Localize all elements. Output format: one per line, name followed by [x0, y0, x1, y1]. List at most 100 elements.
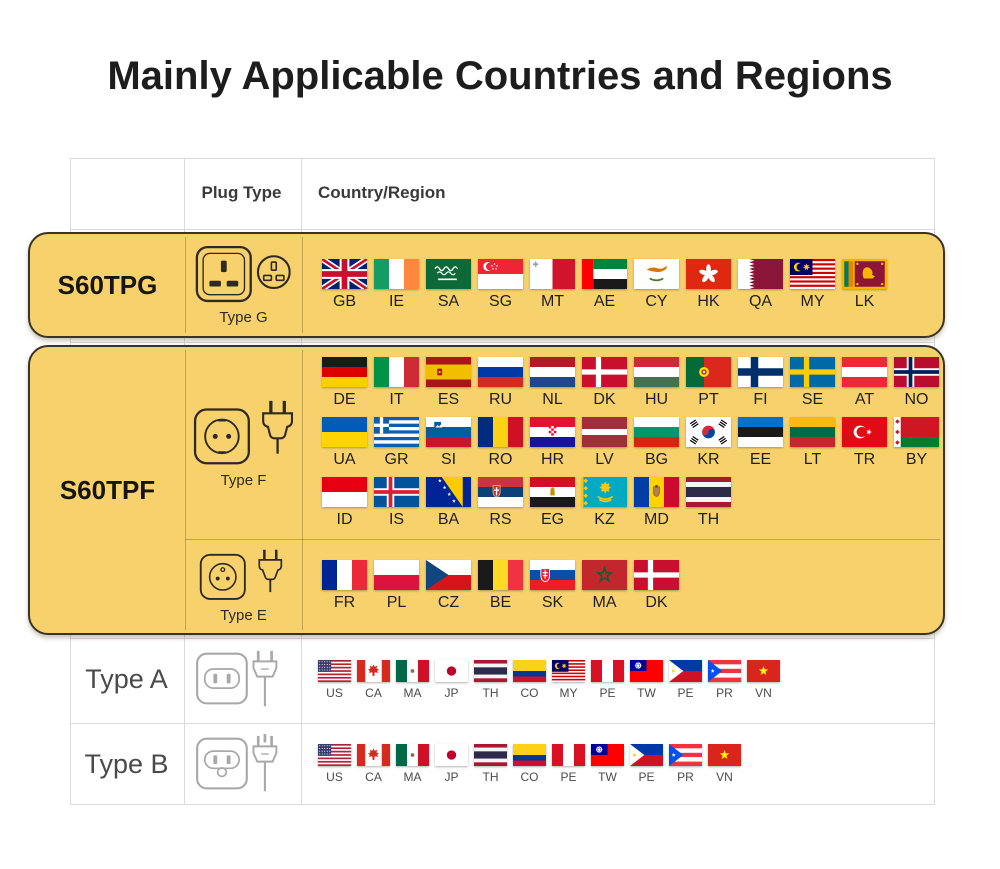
flag-cell-rs: RS — [478, 477, 523, 529]
flag-cell-co: CO — [513, 744, 546, 784]
flag-label: BE — [489, 594, 512, 611]
flag-cell-us: US — [318, 659, 351, 700]
flag-us-icon — [318, 659, 351, 682]
flag-label: QA — [748, 293, 773, 310]
flag-cell-us: US — [318, 744, 351, 784]
flag-cell-tw: TW — [630, 659, 663, 700]
flag-label: TH — [482, 770, 499, 784]
flag-cell-gr: GR — [374, 417, 419, 469]
flag-label: IE — [388, 293, 405, 310]
flag-th-icon — [474, 659, 507, 682]
flag-cell-hu: HU — [634, 357, 679, 409]
flag-sk-icon — [530, 560, 575, 590]
flag-se-icon — [790, 357, 835, 387]
flag-my-icon — [790, 259, 835, 289]
flag-mx-icon — [396, 659, 429, 682]
flag-it-icon — [374, 357, 419, 387]
flag-cell-ma: MA — [396, 744, 429, 784]
flag-label: RO — [488, 451, 513, 468]
grid-hline — [71, 229, 934, 230]
flag-label: KR — [697, 451, 720, 468]
flag-label: SA — [437, 293, 460, 310]
flag-label: SI — [440, 451, 457, 468]
flag-hk-icon — [686, 259, 731, 289]
flag-cell-hk: HK — [686, 259, 731, 311]
grid-hline — [71, 638, 934, 639]
flag-cell-pl: PL — [374, 560, 419, 612]
flag-line-type-b: US CA MA JP TH CO PE TW PE PR VN — [318, 722, 741, 806]
flag-label: PR — [677, 770, 694, 784]
flag-cell-lk: LK — [842, 259, 887, 311]
plug-type-e-label: Type E — [220, 607, 267, 624]
flag-label: NL — [542, 391, 563, 408]
flag-es-icon — [426, 357, 471, 387]
flag-cell-bg: BG — [634, 417, 679, 469]
flag-hu-icon — [634, 357, 679, 387]
flag-line-type-f-3: ID IS BA RS EG KZ MD TH — [322, 477, 939, 529]
row-divider — [302, 237, 303, 333]
flag-qa-icon — [738, 259, 783, 289]
flag-label: MT — [540, 293, 565, 310]
flag-cell-hr: HR — [530, 417, 575, 469]
flag-hr-icon — [530, 417, 575, 447]
flag-cell-pe: PE — [630, 744, 663, 784]
flag-cell-dk: DK — [582, 357, 627, 409]
flag-label: CY — [645, 293, 668, 310]
flag-label: LK — [854, 293, 875, 310]
column-header-plug-type: Plug Type — [201, 183, 282, 202]
flag-label: CO — [520, 685, 539, 700]
flag-cell-nl: NL — [530, 357, 575, 409]
flag-ua-icon — [322, 417, 367, 447]
plug-type-e-cell: Type E — [185, 539, 302, 633]
flag-by-icon — [894, 417, 939, 447]
flag-label: DE — [333, 391, 356, 408]
flag-sa-icon — [426, 259, 471, 289]
flag-label: MA — [592, 594, 617, 611]
flag-ca-icon — [357, 659, 390, 682]
flag-label: SK — [541, 594, 564, 611]
flag-md-icon — [634, 477, 679, 507]
flag-label: FI — [753, 391, 768, 408]
flag-label: GB — [332, 293, 357, 310]
flag-label: MA — [403, 770, 422, 784]
flag-label: CO — [520, 770, 539, 784]
flag-vn-icon — [747, 659, 780, 682]
flag-label: IS — [388, 511, 405, 528]
flag-cell-sg: SG — [478, 259, 523, 311]
flag-label: HR — [540, 451, 565, 468]
type-f-plug-icon — [193, 400, 293, 464]
flag-cell-md: MD — [634, 477, 679, 529]
plug-type-b-cell — [183, 722, 300, 806]
flag-label: DK — [593, 391, 616, 408]
flag-label: JP — [444, 770, 459, 784]
plug-type-g-cell: Type G — [185, 234, 302, 336]
flag-cell-fi: FI — [738, 357, 783, 409]
flag-fi-icon — [738, 357, 783, 387]
flag-sg-icon — [478, 259, 523, 289]
flag-cell-co: CO — [513, 659, 546, 700]
flag-line-type-a: US CA MA JP TH CO MY PE TW PE PR VN — [318, 637, 780, 722]
flag-ba-icon — [426, 477, 471, 507]
flag-cell-ma: MA — [582, 560, 627, 612]
flag-cell-is: IS — [374, 477, 419, 529]
flag-label: RS — [489, 511, 512, 528]
flag-th-icon — [474, 744, 507, 766]
flag-label: MD — [644, 511, 669, 528]
flag-label: ID — [336, 511, 353, 528]
flag-label: AT — [854, 391, 875, 408]
flag-kz-icon — [582, 477, 627, 507]
flag-cell-de: DE — [322, 357, 367, 409]
flag-no-icon — [894, 357, 939, 387]
flag-th-icon — [686, 477, 731, 507]
flag-cell-ae: AE — [582, 259, 627, 311]
flag-co-icon — [513, 659, 546, 682]
flag-ca-icon — [357, 744, 390, 766]
model-label-s60tpg: S60TPG — [57, 269, 158, 300]
flag-cell-pe: PE — [669, 659, 702, 700]
flag-dk-icon — [582, 357, 627, 387]
flag-ma-icon — [582, 560, 627, 590]
flag-gb-icon — [322, 259, 367, 289]
type-g-plug-icon — [195, 245, 291, 303]
flag-label: AE — [593, 293, 616, 310]
plug-type-f-label: Type F — [220, 471, 267, 489]
